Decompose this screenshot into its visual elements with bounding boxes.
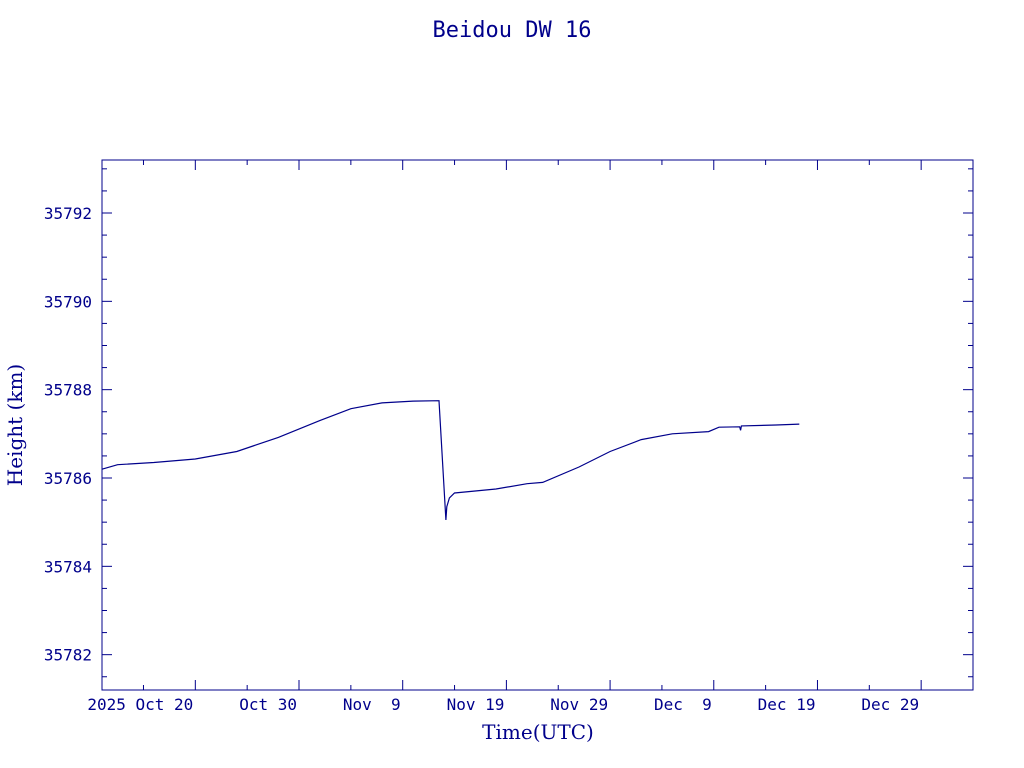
y-tick-label: 35792 bbox=[44, 204, 92, 223]
x-tick-label: Dec 9 bbox=[654, 695, 712, 714]
x-tick-label: Dec 19 bbox=[758, 695, 816, 714]
x-tick-label: Nov 9 bbox=[343, 695, 401, 714]
y-tick-label: 35786 bbox=[44, 469, 92, 488]
chart-title: Beidou DW 16 bbox=[433, 18, 592, 43]
x-tick-label: Oct 30 bbox=[239, 695, 297, 714]
x-tick-label: Dec 29 bbox=[861, 695, 919, 714]
x-tick-label: Nov 29 bbox=[550, 695, 608, 714]
y-axis-label: Height (km) bbox=[3, 364, 27, 486]
x-tick-labels: 2025 Oct 20 Oct 30 Nov 9 Nov 19 Nov 29 Dec 9 D… bbox=[87, 695, 919, 714]
y-tick-label: 35784 bbox=[44, 557, 92, 576]
y-tick-labels: 35782 35784 35786 35788 35790 35792 bbox=[44, 204, 92, 665]
y-tick-label: 35788 bbox=[44, 381, 92, 400]
x-tick-label: Nov 19 bbox=[447, 695, 505, 714]
y-tick-label: 35790 bbox=[44, 292, 92, 311]
x-axis-label: Time(UTC) bbox=[482, 720, 594, 744]
x-tick-label: 2025 Oct 20 bbox=[87, 695, 193, 714]
y-tick-label: 35782 bbox=[44, 646, 92, 665]
axis-ticks bbox=[102, 160, 974, 690]
height-series-line bbox=[101, 400, 800, 521]
plot-frame bbox=[101, 159, 974, 691]
